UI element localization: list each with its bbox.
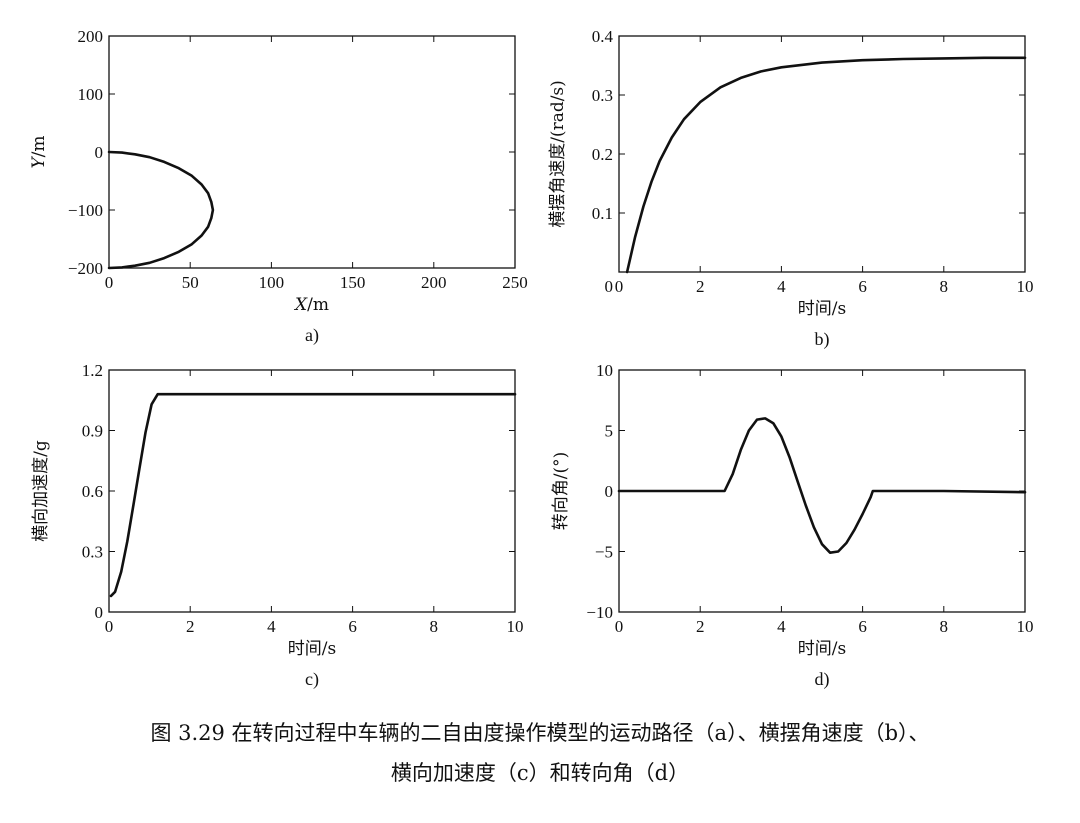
- panel-sublabel: d): [815, 669, 830, 690]
- figure-caption-line-2: 横向加速度（c）和转向角（d）: [391, 761, 689, 785]
- y-axis-label: 横摆角速度/(rad/s): [548, 80, 568, 228]
- y-tick-label: 0: [95, 143, 104, 162]
- y-tick-label: −10: [586, 603, 613, 622]
- x-tick-label: 6: [348, 617, 357, 636]
- x-tick-label: 4: [267, 617, 276, 636]
- x-axis-label: X/m: [293, 295, 329, 315]
- series-line: [617, 417, 1027, 555]
- series-line: [107, 150, 215, 270]
- y-tick-label: 1.2: [82, 361, 103, 380]
- chart-panel-c: 0 2 4 6 8 10 0 0.3 0.6 0.9 1.2 时间/s 横向加速度/g c): [31, 361, 524, 690]
- y-tick-label: 0.3: [592, 86, 613, 105]
- x-tick-label: 150: [340, 273, 366, 292]
- x-tick-label: 0: [105, 617, 114, 636]
- y-tick-label: 0: [95, 603, 104, 622]
- x-tick-label: 6: [858, 617, 867, 636]
- x-tick-label: 8: [430, 617, 439, 636]
- x-axis-label: 时间/s: [288, 639, 336, 659]
- y-tick-label: 0: [605, 482, 614, 501]
- y-tick-label: 200: [78, 27, 104, 46]
- y-tick-label: 5: [605, 422, 614, 441]
- x-tick-label: 250: [502, 273, 528, 292]
- chart-panel-d: 0 2 4 6 8 10 −10 −5 0 5 10 时间/s 转向角/(°) d): [551, 361, 1034, 690]
- x-tick-label: 0: [105, 273, 114, 292]
- panel-sublabel: c): [305, 669, 319, 690]
- panel-sublabel: b): [815, 329, 830, 350]
- x-tick-label: 0: [615, 277, 624, 296]
- y-tick-label: 0.9: [82, 422, 103, 441]
- x-axis-label: 时间/s: [798, 639, 846, 659]
- y-axis-label: 横向加速度/g: [31, 440, 51, 542]
- x-tick-label: 8: [940, 617, 949, 636]
- y-tick-label: 0.6: [82, 482, 103, 501]
- x-tick-label: 200: [421, 273, 447, 292]
- y-tick-label: −200: [68, 259, 103, 278]
- plot-frame: [618, 35, 1026, 273]
- y-axis-label: 转向角/(°): [551, 452, 571, 531]
- series-line: [625, 56, 1027, 274]
- plot-frame: [108, 35, 516, 269]
- x-axis-label: 时间/s: [798, 299, 846, 319]
- y-axis-label: Y/m: [29, 135, 49, 168]
- y-tick-label: −100: [68, 201, 103, 220]
- x-tick-label: 100: [259, 273, 285, 292]
- x-tick-label: 10: [507, 617, 524, 636]
- chart-panel-a: 0 50 100 150 200 250 −200 −100 0 100 200 X/m Y/m a): [29, 27, 528, 346]
- origin-tick-label: 0: [605, 277, 614, 296]
- x-tick-label: 4: [777, 277, 786, 296]
- x-tick-label: 10: [1017, 277, 1034, 296]
- y-tick-label: −5: [595, 543, 613, 562]
- y-tick-label: 0.1: [592, 204, 613, 223]
- x-tick-label: 2: [696, 277, 705, 296]
- y-tick-label: 0.2: [592, 145, 613, 164]
- x-tick-label: 6: [858, 277, 867, 296]
- x-tick-label: 2: [186, 617, 195, 636]
- plot-frame: [108, 369, 516, 613]
- figure-caption-line-1: 图 3.29 在转向过程中车辆的二自由度操作模型的运动路径（a）、横摆角速度（b…: [150, 721, 929, 745]
- y-tick-label: 0.4: [592, 27, 614, 46]
- y-tick-label: 100: [78, 85, 104, 104]
- y-tick-label: 10: [596, 361, 613, 380]
- x-tick-label: 2: [696, 617, 705, 636]
- x-tick-label: 4: [777, 617, 786, 636]
- x-tick-label: 0: [615, 617, 624, 636]
- x-tick-label: 50: [182, 273, 199, 292]
- x-tick-label: 8: [940, 277, 949, 296]
- panel-sublabel: a): [305, 325, 319, 346]
- series-line: [109, 392, 517, 598]
- x-tick-label: 10: [1017, 617, 1034, 636]
- y-tick-label: 0.3: [82, 543, 103, 562]
- chart-panel-b: 0 2 4 6 8 10 0.1 0.2 0.3 0.4 0 时间/s 横摆角速度/(rad/s) b): [548, 27, 1034, 350]
